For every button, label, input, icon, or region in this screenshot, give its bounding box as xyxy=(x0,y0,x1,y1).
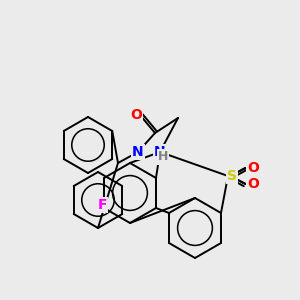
Text: S: S xyxy=(227,169,237,183)
Text: O: O xyxy=(247,177,259,191)
Text: O: O xyxy=(130,108,142,122)
Text: F: F xyxy=(97,198,107,212)
Text: H: H xyxy=(158,151,168,164)
Text: N: N xyxy=(154,145,166,159)
Text: O: O xyxy=(247,161,259,175)
Text: N: N xyxy=(132,145,144,159)
